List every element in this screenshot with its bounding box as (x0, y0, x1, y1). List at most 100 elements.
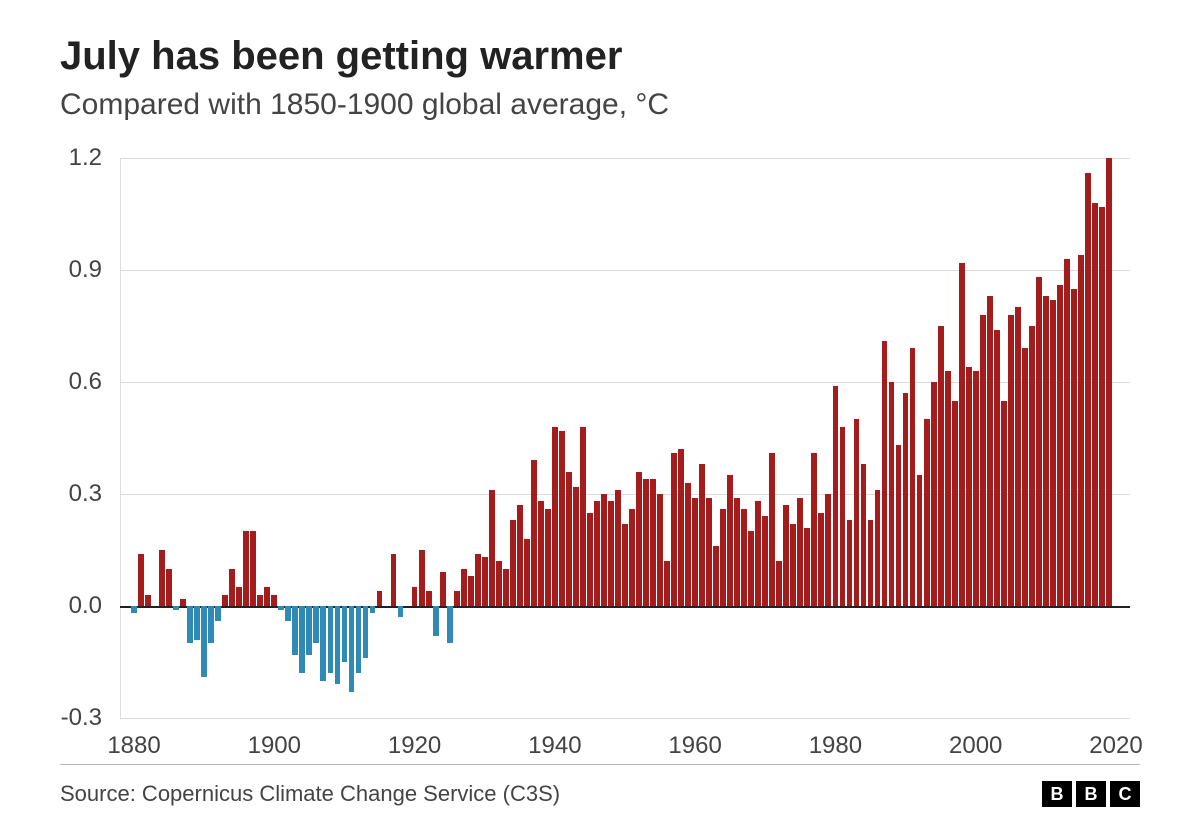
bar (524, 539, 530, 606)
bar (692, 498, 698, 606)
bar (952, 401, 958, 606)
bar (896, 445, 902, 606)
bar (566, 472, 572, 606)
bar (825, 494, 831, 606)
bar (356, 606, 362, 673)
bar (854, 419, 860, 606)
bar (889, 382, 895, 606)
bar (580, 427, 586, 606)
bar (1064, 259, 1070, 606)
bar (1106, 158, 1112, 606)
y-tick-label: 1.2 (69, 144, 102, 172)
bbc-logo: BBC (1042, 781, 1140, 807)
bar (938, 326, 944, 606)
bar (671, 453, 677, 606)
bar (755, 501, 761, 606)
bar (917, 475, 923, 606)
bar (1022, 348, 1028, 606)
bar (818, 513, 824, 606)
bar (363, 606, 369, 658)
bar (1057, 285, 1063, 606)
bar (440, 572, 446, 606)
bar (734, 498, 740, 606)
bar (706, 498, 712, 606)
bar (292, 606, 298, 655)
x-tick-label: 1900 (248, 732, 301, 760)
bar (762, 516, 768, 606)
bar (1043, 296, 1049, 606)
bar (945, 371, 951, 606)
bar (306, 606, 312, 655)
x-tick-label: 2000 (949, 732, 1002, 760)
bar (980, 315, 986, 606)
y-axis (120, 158, 121, 718)
bar (552, 427, 558, 606)
bar (1078, 255, 1084, 606)
bar (299, 606, 305, 673)
bar (194, 606, 200, 640)
bar (959, 263, 965, 606)
bar (769, 453, 775, 606)
bar (201, 606, 207, 677)
bar (797, 498, 803, 606)
bar (538, 501, 544, 606)
bar (433, 606, 439, 636)
bar (804, 528, 810, 606)
bar (328, 606, 334, 673)
bar (271, 595, 277, 606)
footer-rule (60, 764, 1140, 765)
bar (678, 449, 684, 606)
bar (489, 490, 495, 606)
bar (222, 595, 228, 606)
x-tick-label: 1980 (809, 732, 862, 760)
bar (545, 509, 551, 606)
gridline (120, 606, 1130, 608)
bar (370, 606, 376, 613)
bar (650, 479, 656, 606)
bar (840, 427, 846, 606)
bar (482, 557, 488, 606)
bar (461, 569, 467, 606)
bar (587, 513, 593, 606)
chart-title: July has been getting warmer (60, 34, 622, 79)
bar (313, 606, 319, 643)
bar (643, 479, 649, 606)
source-text: Source: Copernicus Climate Change Servic… (60, 781, 560, 807)
bar (636, 472, 642, 606)
bar (875, 490, 881, 606)
y-tick-label: 0.6 (69, 368, 102, 396)
bar (833, 386, 839, 606)
bar (187, 606, 193, 643)
bar (426, 591, 432, 606)
bar (496, 561, 502, 606)
bar (615, 490, 621, 606)
bar (861, 464, 867, 606)
bar (713, 546, 719, 606)
bar (1092, 203, 1098, 606)
bar (398, 606, 404, 617)
bar (741, 509, 747, 606)
bar (250, 531, 256, 606)
plot-area: -0.30.00.30.60.91.2188019001920194019601… (120, 158, 1130, 718)
bar (166, 569, 172, 606)
bar (517, 505, 523, 606)
bar (1008, 315, 1014, 606)
y-tick-label: 0.3 (69, 480, 102, 508)
bbc-logo-letter: B (1076, 781, 1106, 807)
bar (1099, 207, 1105, 606)
bar (987, 296, 993, 606)
bar (531, 460, 537, 606)
bar (664, 561, 670, 606)
bar (699, 464, 705, 606)
gridline (120, 718, 1130, 719)
bar (208, 606, 214, 643)
x-tick-label: 1940 (528, 732, 581, 760)
bar (285, 606, 291, 621)
bar (811, 453, 817, 606)
bar (236, 587, 242, 606)
bar (1085, 173, 1091, 606)
bar (882, 341, 888, 606)
chart-subtitle: Compared with 1850-1900 global average, … (60, 88, 669, 122)
bar (1015, 307, 1021, 606)
bar (966, 367, 972, 606)
